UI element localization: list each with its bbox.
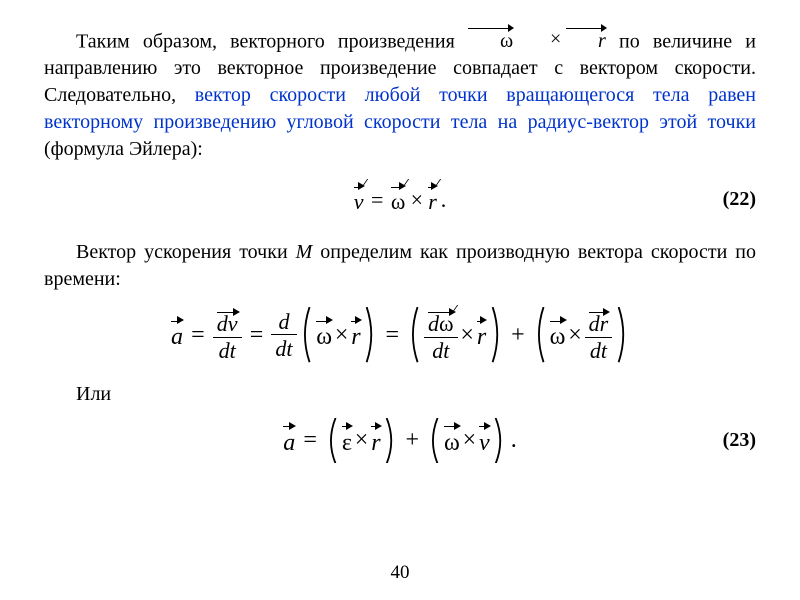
or-label: Или — [44, 381, 756, 408]
accel-dt4: dt — [586, 339, 611, 362]
eq23-eps: ε — [342, 430, 352, 456]
accel-omega2: ω — [439, 311, 454, 336]
paren-eps-r: ε × r — [325, 418, 397, 464]
accel-omega1: ω — [316, 324, 332, 350]
paragraph-1: Таким образом, векторного произведения ω… — [44, 24, 756, 163]
paren-omega-r: ω × r — [299, 307, 377, 362]
eq23-times1: × — [352, 424, 371, 456]
accel-eq3: = — [380, 319, 404, 351]
accel-d2: d — [428, 311, 439, 336]
accel-r2: r — [477, 324, 486, 350]
eq22-omega: ω — [391, 187, 405, 217]
paren-domega-r: dω dt × r — [407, 307, 503, 362]
eq23-v: v — [479, 430, 490, 456]
times-op: × — [516, 26, 564, 53]
accel-times3: × — [565, 319, 584, 351]
eq22-r: r — [428, 187, 437, 217]
eq23-eq: = — [298, 424, 322, 456]
eq23-number: (23) — [723, 427, 756, 454]
accel-omega3: ω — [550, 324, 566, 350]
r-sym: r — [598, 30, 606, 52]
eq22-number: (22) — [723, 186, 756, 213]
eq23-times2: × — [460, 424, 479, 456]
accel-r1: r — [351, 324, 360, 350]
accel-dt1: dt — [215, 339, 240, 362]
p2-M: М — [296, 241, 313, 263]
accel-a: a — [171, 324, 183, 350]
eq23-omega: ω — [444, 430, 460, 456]
accel-eq2: = — [244, 319, 268, 351]
accel-d: d — [274, 310, 293, 333]
accel-times2: × — [458, 319, 477, 351]
equation-accel: a = dv dt = d dt ω × r — [44, 307, 756, 362]
inline-omega-cross-r: ω × r — [468, 24, 606, 55]
accel-dt3: dt — [428, 339, 453, 362]
accel-dr: dr — [589, 311, 609, 336]
eq22-times: × — [408, 185, 426, 215]
accel-dv: dv — [217, 311, 238, 336]
paren-omega-v: ω × v — [427, 418, 506, 464]
p2-a: Вектор ускорения точки — [76, 241, 296, 263]
equation-22: v = ω × r . (22) — [44, 177, 756, 221]
accel-eq1: = — [186, 319, 210, 351]
page-number: 40 — [0, 560, 800, 586]
frac-dr-dt: dr dt — [585, 308, 613, 363]
frac-dv-dt: dv dt — [213, 308, 242, 363]
equation-23: a = ε × r + ω × v . — [44, 418, 756, 464]
p1-tail: (формула Эйлера): — [44, 138, 203, 160]
omega-sym: ω — [500, 30, 513, 52]
frac-domega-dt: dω dt — [424, 308, 458, 363]
frac-d-dt: d dt — [271, 310, 296, 360]
paren-omega-dr: ω × dr dt — [533, 307, 629, 362]
accel-times1: × — [332, 319, 351, 351]
p1-pre: Таким образом, векторного произведения — [76, 30, 468, 52]
eq23-plus: + — [400, 424, 424, 456]
eq23-r: r — [371, 430, 380, 456]
eq22-eq: = — [366, 185, 388, 215]
eq22-v: v — [354, 187, 364, 217]
accel-dt2: dt — [271, 337, 296, 360]
eq23-a: a — [283, 430, 295, 456]
accel-plus: + — [506, 319, 530, 351]
paragraph-2: Вектор ускорения точки М определим как п… — [44, 239, 756, 293]
